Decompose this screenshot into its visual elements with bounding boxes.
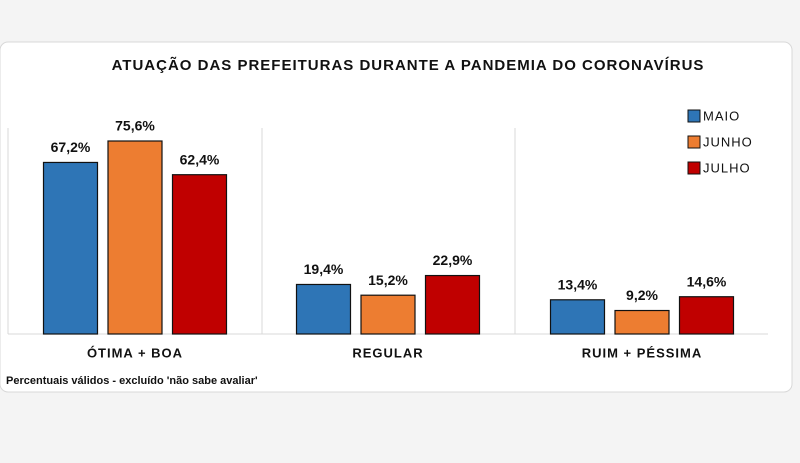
x-tick-label: ÓTIMA + BOA (87, 345, 183, 360)
legend-label: JUNHO (703, 134, 753, 149)
bar (678, 296, 735, 335)
bar (295, 283, 352, 335)
footnote: Percentuais válidos - excluído 'não sabe… (6, 375, 258, 387)
data-label: 14,6% (687, 273, 727, 289)
bar (360, 294, 416, 335)
data-label: 15,2% (368, 272, 408, 288)
legend-label: MAIO (703, 108, 740, 123)
x-tick-label: REGULAR (352, 345, 423, 360)
legend-swatch (687, 135, 701, 149)
legend-label: JULHO (703, 160, 751, 175)
bar (424, 274, 481, 335)
bar (107, 140, 163, 335)
data-label: 13,4% (558, 276, 598, 292)
x-tick-label: RUIM + PÉSSIMA (582, 345, 703, 360)
bar (171, 174, 228, 335)
data-label: 9,2% (626, 287, 658, 303)
bar (42, 161, 99, 335)
data-label: 75,6% (115, 118, 155, 134)
bar (549, 299, 606, 335)
legend-swatch (687, 161, 701, 175)
bar (614, 309, 670, 335)
data-label: 19,4% (304, 261, 344, 277)
data-label: 62,4% (180, 151, 220, 167)
chart-title: ATUAÇÃO DAS PREFEITURAS DURANTE A PANDEM… (112, 56, 705, 74)
legend-swatch (687, 109, 701, 123)
data-label: 67,2% (51, 139, 91, 155)
data-label: 22,9% (433, 252, 473, 268)
